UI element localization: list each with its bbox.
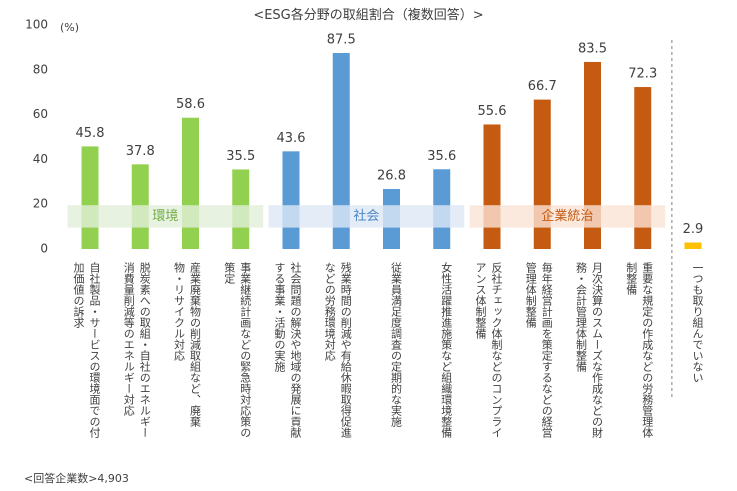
data-label: 66.7 [528,79,557,94]
bar [332,53,350,249]
x-tick-label: 重要な規定の作成などの労務管理体制整備 [624,262,654,438]
y-tick-label: 100 [25,18,48,32]
data-label: 55.6 [478,104,507,119]
x-tick-label: 女性活躍推進施策など組織環境整備 [439,262,453,438]
data-label: 87.5 [327,33,356,48]
x-tick-label: 従業員満足度調査の定期的な実施 [389,262,403,427]
bar [81,146,99,249]
bar [282,151,300,249]
data-label: 83.5 [578,41,607,56]
x-tick-label: 一つも取り組んでいない [691,262,704,383]
data-label: 2.9 [683,222,704,237]
bar [584,61,601,250]
bar [684,242,702,249]
y-tick-label: 60 [33,107,48,121]
group-label: 環境 [152,209,178,224]
data-label: 35.6 [427,149,456,164]
bands: 環境 社会 企業統治 [67,205,666,228]
group-label: 企業統治 [541,208,593,224]
group-band [67,205,264,228]
data-label: 37.8 [126,144,155,159]
x-tick-label: 毎年経営計画を策定するなどの経営管理体制整備 [524,262,554,438]
data-label: 26.8 [377,168,406,183]
x-tick-label: 事業継続計画などの緊急時対応策の策定 [222,262,252,438]
y-tick-label: 20 [33,197,48,211]
data-label: 58.6 [176,97,205,112]
x-tick-label: 産業廃棄物の削減取組など、廃棄物・リサイクル対応 [172,262,202,427]
y-axis-unit: (%) [60,21,80,34]
data-label: 43.6 [277,131,306,146]
bar [182,117,199,250]
x-tick-label: 反社チェック体制などのコンプライアンス体制整備 [474,262,503,438]
data-label: 72.3 [628,67,657,82]
data-label: 35.5 [226,149,255,164]
group-band [469,205,666,228]
x-tick-label: 脱炭素への取組・自社のエネルギー消費量削減等のエネルギー対応 [122,262,152,438]
x-tick-label: 月次決算のスムーズな作成などの財務・会計管理体制整備 [574,262,604,438]
footnote: <回答企業数>4,903 [24,472,129,485]
bar [483,124,501,249]
y-tick-label: 40 [33,152,48,166]
chart-title: <ESG各分野の取組割合（複数回答）> [253,8,484,23]
x-tick-label: 社会問題の解決や地域の発展に貢献する事業・活動の実施 [273,262,302,438]
x-tick-label: 残業時間の削減や有給休暇取得促進などの労務環境対応 [323,262,353,438]
y-tick-label: 80 [33,62,48,76]
group-band [268,205,465,228]
y-tick-label: 0 [40,242,48,256]
group-label: 社会 [353,208,379,224]
data-label: 45.8 [76,126,105,141]
x-tick-label: 自社製品・サービスの環境面での付加価値の訴求 [72,262,101,438]
